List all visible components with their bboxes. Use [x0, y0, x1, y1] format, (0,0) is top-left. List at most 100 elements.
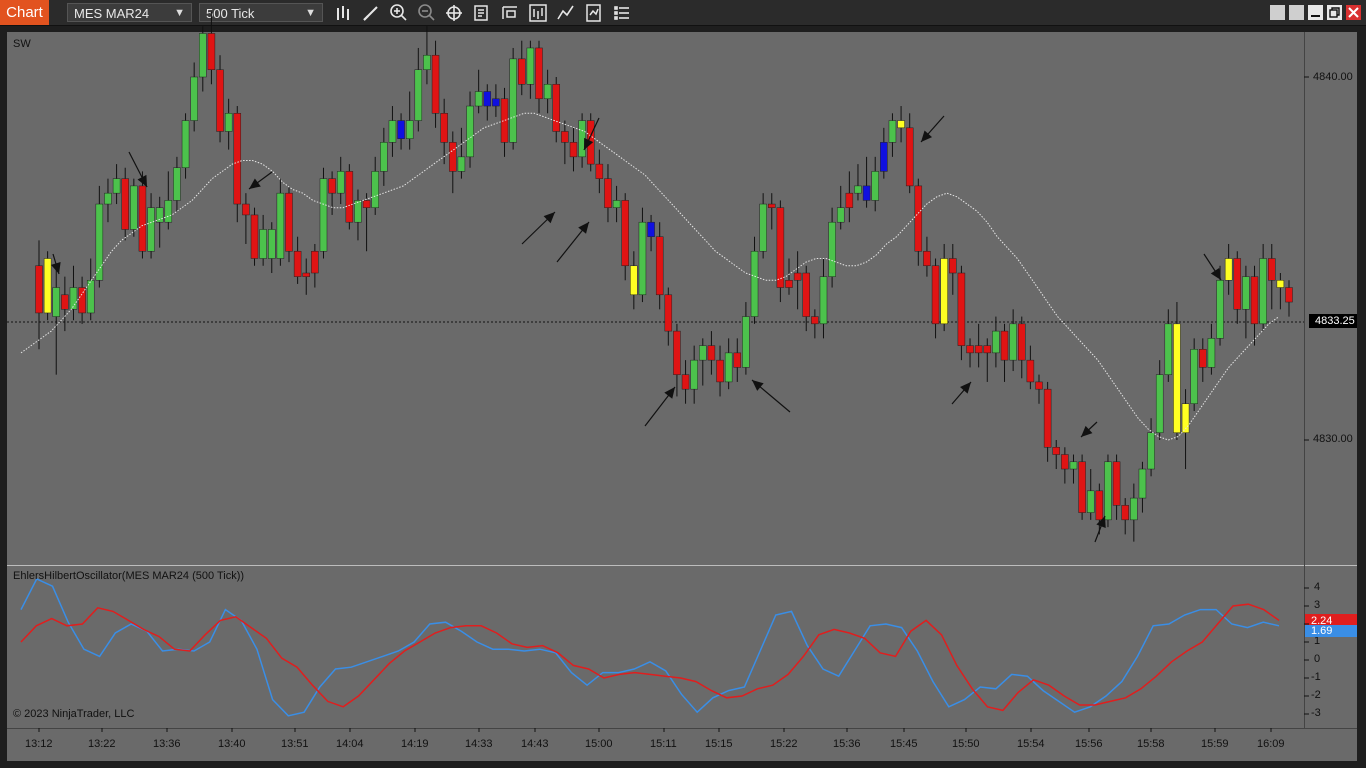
candle-body [86, 280, 95, 314]
candle-body [112, 178, 121, 194]
candle-body [1086, 490, 1095, 513]
price-tick-label: 4830.00 [1313, 433, 1353, 445]
candle-body [1147, 432, 1155, 470]
time-tick-label: 15:58 [1137, 738, 1165, 750]
signal-arrow-head [543, 212, 555, 224]
candle-body [655, 236, 664, 296]
candle-body [388, 120, 397, 143]
candle-body [647, 221, 655, 237]
candle-body [483, 91, 492, 107]
candle-body [759, 203, 767, 252]
osc-tick-label: -3 [1311, 707, 1321, 719]
candle-body [949, 258, 957, 274]
candle-body [836, 207, 845, 223]
candle-body [1268, 258, 1276, 281]
candle-body [509, 58, 517, 143]
signal-arrow-head [584, 137, 594, 150]
signal-arrow-head [921, 130, 933, 142]
signal-arrow-head [137, 174, 147, 187]
properties-icon[interactable] [584, 3, 604, 23]
candle-body [612, 200, 621, 208]
interval-selector[interactable]: 500 Tick ▼ [199, 3, 323, 22]
candle-body [1285, 287, 1293, 303]
oscillator-chart-svg [20, 578, 1280, 717]
signal-arrow-head [578, 222, 589, 234]
time-tick-label: 15:59 [1201, 738, 1229, 750]
candle-body [595, 163, 604, 179]
restore-icon [1329, 7, 1340, 18]
indicators-icon[interactable] [556, 3, 576, 23]
price-panel[interactable]: SW [7, 11, 1304, 564]
strategies-icon[interactable] [528, 3, 548, 23]
candle-body [190, 76, 198, 121]
candle-body [966, 345, 974, 354]
osc-tick-label: 0 [1314, 653, 1321, 665]
candle-body [1035, 381, 1043, 390]
price-tick-label: 4840.00 [1313, 71, 1353, 83]
candle-body [354, 200, 362, 223]
candle-body [276, 192, 285, 259]
time-tick-label: 14:33 [465, 738, 493, 750]
candle-body [776, 207, 785, 288]
time-tick-label: 15:11 [650, 738, 677, 750]
candle-body [923, 250, 931, 267]
interval-value: 500 Tick [206, 6, 255, 21]
time-axis[interactable]: 13:12 13:22 13:36 13:40 13:51 14:04 14:19 14:33… [7, 728, 1357, 762]
candle-body [78, 287, 86, 314]
candle-body [1190, 349, 1198, 404]
time-tick-label: 15:15 [705, 738, 733, 750]
tile-icon[interactable] [1270, 5, 1285, 20]
candle-body [414, 69, 423, 121]
candle-body [1069, 461, 1078, 470]
candle-body [1104, 461, 1112, 521]
candle-body [345, 171, 354, 223]
tile-icon[interactable] [1289, 5, 1304, 20]
crosshair-icon[interactable] [444, 3, 464, 23]
time-tick-label: 15:22 [770, 738, 798, 750]
signal-arrow-head [752, 380, 764, 391]
data-series-icon[interactable] [472, 3, 492, 23]
oscillator-panel[interactable]: EhlersHilbertOscillator(MES MAR24 (500 T… [7, 566, 1304, 728]
candle-body [819, 276, 828, 325]
candle-body [500, 98, 509, 143]
candle-body [880, 142, 888, 172]
candle-body [1000, 330, 1009, 361]
candle-body [431, 54, 440, 114]
candle-body [871, 171, 879, 201]
time-tick-label: 15:36 [833, 738, 861, 750]
zoom-in-icon[interactable] [389, 3, 409, 23]
drawing-tools-icon[interactable] [361, 3, 381, 23]
panel-separator[interactable] [7, 565, 1357, 566]
candle-body [449, 142, 457, 172]
candle-body [1018, 323, 1026, 361]
candle-body [974, 345, 983, 354]
candle-body [259, 229, 267, 259]
minimize-button[interactable] [1308, 5, 1323, 20]
candle-body [216, 69, 224, 132]
candle-body [1112, 461, 1121, 506]
candle-body [535, 47, 543, 100]
restore-button[interactable] [1327, 5, 1342, 20]
chart-area: SW EhlersHilbertOscillator(MES MAR24 (50… [7, 11, 1357, 762]
candle-body [319, 178, 328, 252]
signal-arrow-head [960, 382, 971, 394]
candle-body [569, 142, 578, 158]
candle-body [862, 185, 871, 201]
candle-body [138, 185, 147, 252]
candle-body [336, 171, 345, 194]
osc-red-value-flag: 2.24 [1305, 614, 1357, 628]
candle-body [328, 178, 336, 194]
candle-body [811, 316, 819, 325]
templates-icon[interactable] [500, 3, 520, 23]
candle-body [742, 316, 750, 368]
menu-icon[interactable] [612, 3, 632, 23]
chart-tab[interactable]: Chart [0, 0, 49, 25]
candle-body [1164, 323, 1173, 375]
zoom-out-icon[interactable] [417, 3, 437, 23]
close-button[interactable] [1346, 5, 1361, 20]
instrument-selector[interactable]: MES MAR24 ▼ [67, 3, 192, 22]
chart-toolbar: Chart MES MAR24 ▼ 500 Tick ▼ [0, 0, 1366, 26]
bar-type-icon[interactable] [333, 3, 353, 23]
candle-body [673, 330, 681, 375]
candle-body [95, 203, 104, 281]
